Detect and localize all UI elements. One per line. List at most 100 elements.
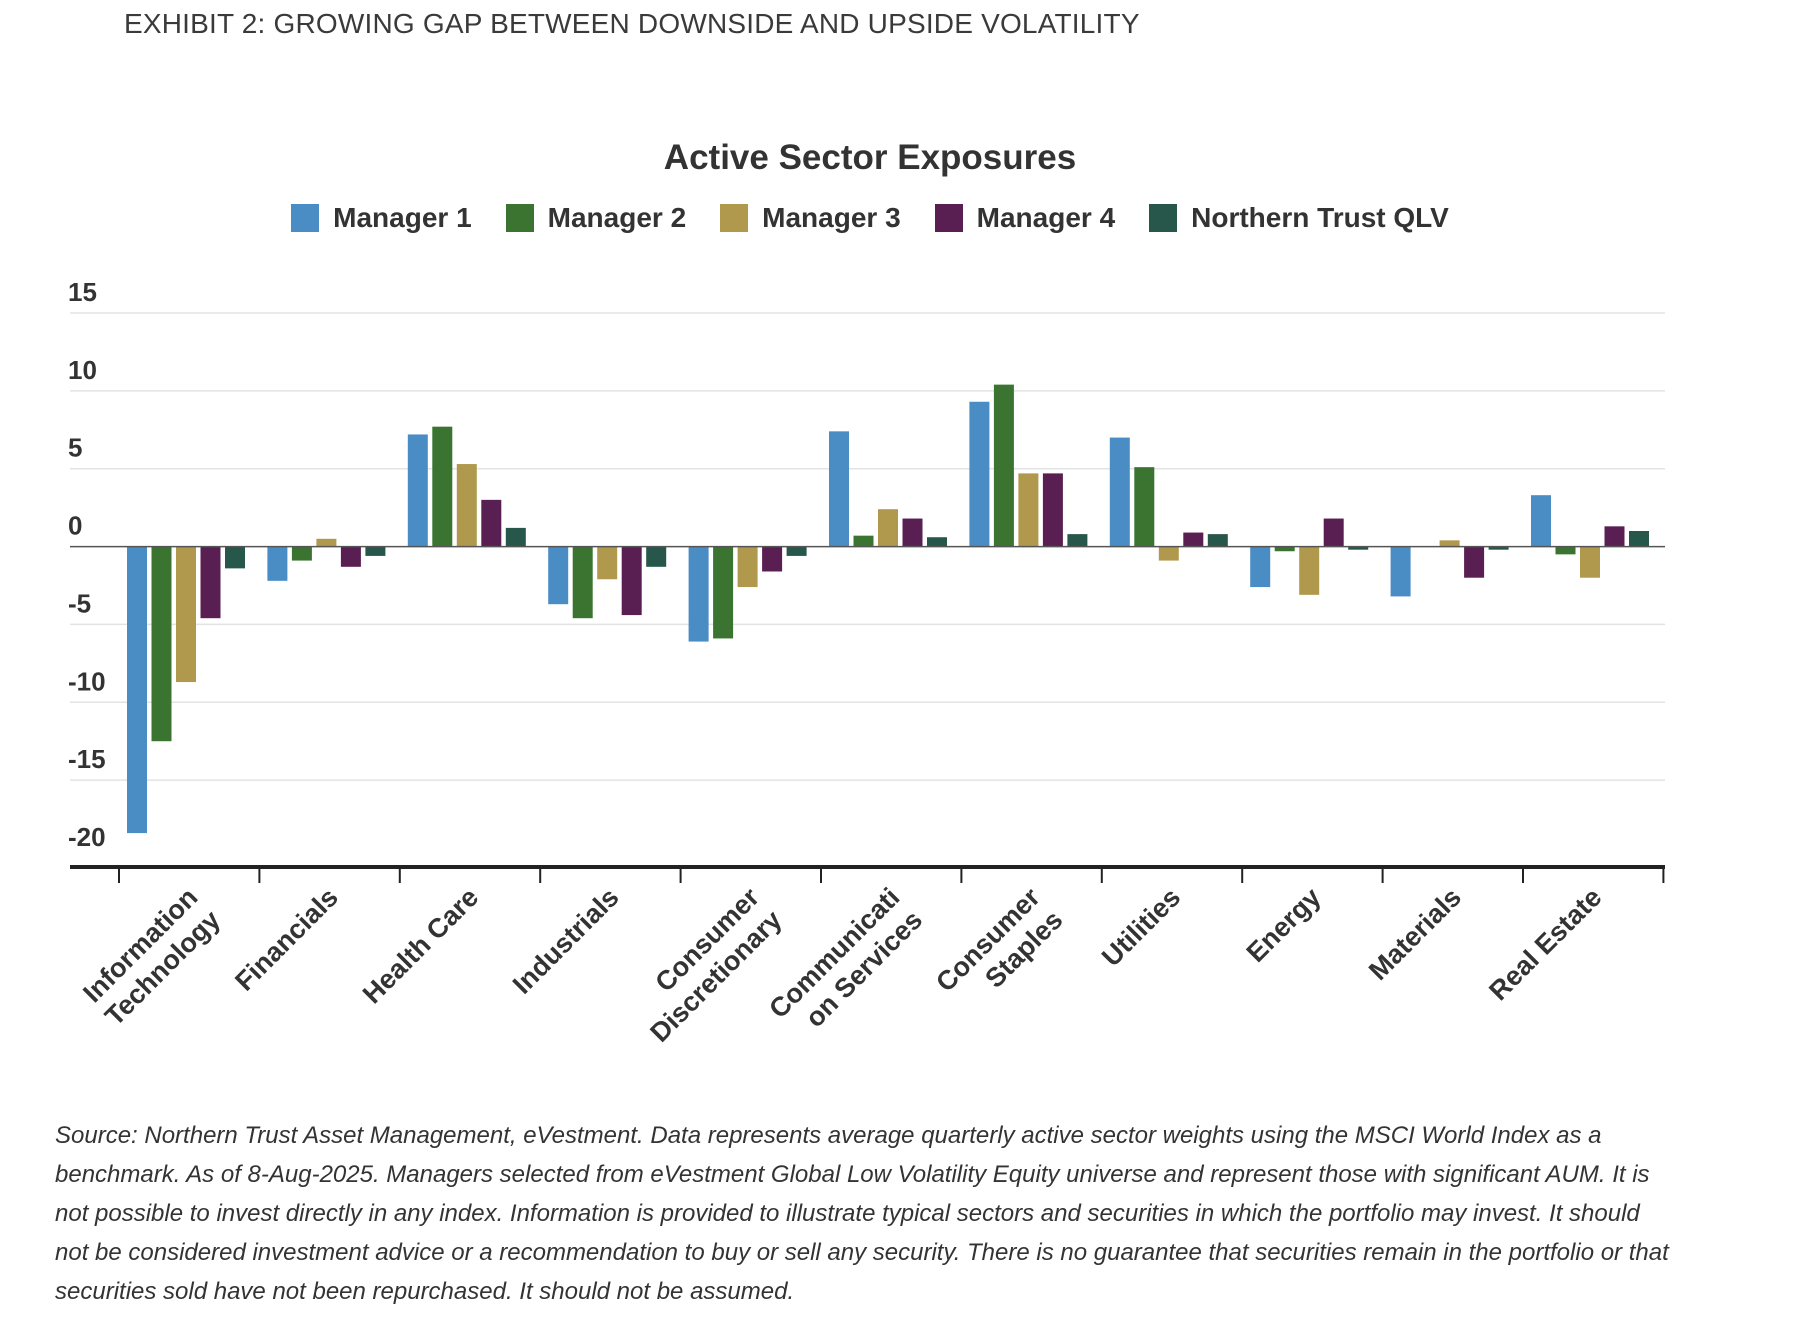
x-tick-label: Real Estate [1483,882,1607,1006]
bar [902,518,923,547]
bar [225,546,245,569]
bar [481,499,502,547]
legend: Manager 1 Manager 2 Manager 3 Manager 4 Nort… [0,202,1740,234]
legend-swatch [291,204,320,232]
bar [1629,531,1649,547]
x-tick-label: ConsumerStaples [930,882,1069,1021]
bar [1067,534,1088,547]
x-tick-label-line: Financials [229,882,344,997]
x-tick-label-line: Health Care [357,882,484,1009]
bar [456,464,477,547]
legend-swatch [934,204,963,232]
bar-chart: 15 10 5 0 -5 -10 -15 -20 InformationTechnology Fi… [68,277,1665,1048]
legend-swatch [720,204,749,232]
legend-label: Manager 2 [547,202,687,233]
bar [713,546,734,639]
x-tick-label: Energy [1241,882,1327,968]
x-tick-label-group: Utilities [1096,882,1186,972]
legend-label: Manager 1 [333,202,472,233]
bar [1042,473,1063,547]
x-tick-label: Financials [229,882,344,997]
x-tick-label-group: Health Care [357,882,484,1009]
x-tick-label-group: Real Estate [1483,882,1607,1006]
bar [340,546,361,567]
bar [1274,546,1295,552]
y-tick-label: -20 [68,822,106,852]
legend-item: Northern Trust QLV [1149,202,1449,234]
x-tick-label-group: Communication Services [763,882,928,1047]
bar [646,546,667,567]
bar [267,546,288,581]
y-tick-label: 10 [68,355,97,385]
bar [1488,546,1509,550]
x-tick-label: Industrials [507,882,625,1000]
bar [786,546,807,556]
legend-swatch [505,204,534,232]
x-tick-label: Communication Services [763,882,928,1047]
legend-item: Manager 3 [720,202,901,234]
legend-item: Manager 2 [505,202,687,234]
bar [1018,473,1039,547]
bar [969,401,990,547]
x-tick-label-line: Materials [1363,882,1467,986]
y-tick-label: 15 [68,277,97,307]
bar [1183,532,1204,547]
x-tick-label-line: Energy [1241,882,1327,968]
bar [432,426,453,547]
y-tick-label: -10 [68,666,106,696]
bar [505,527,526,547]
bar [200,546,221,619]
y-tick-label: 0 [68,511,82,541]
legend-label: Manager 4 [976,202,1116,233]
bar [365,546,386,556]
x-tick-label-line: Utilities [1096,882,1186,972]
bar [927,537,947,547]
bar [407,434,428,547]
bar [1299,546,1320,595]
bar [1134,467,1155,547]
bar [176,546,196,683]
bar [737,546,758,588]
x-tick-label: Health Care [357,882,484,1009]
bar [1390,546,1411,597]
bar [853,535,874,547]
x-tick-label: Materials [1363,882,1467,986]
bar [597,546,618,580]
legend-label: Manager 3 [762,202,901,233]
bar [1109,437,1130,547]
bar [1158,546,1179,561]
bar [548,546,569,605]
bar [1323,518,1344,547]
x-tick-label-group: ConsumerStaples [930,882,1069,1021]
x-tick-label: InformationTechnology [77,882,227,1032]
bar [688,546,709,642]
x-tick-label-group: Financials [229,882,344,997]
bar [316,538,337,547]
legend-label: Northern Trust QLV [1191,202,1449,233]
bar [127,546,147,834]
bar [1464,546,1485,578]
bar [829,431,849,547]
bar [762,546,783,572]
bar [1604,526,1625,547]
source-footnote: Source: Northern Trust Asset Management,… [55,1122,1669,1305]
x-tick-label-group: ConsumerDiscretionary [622,882,788,1048]
exhibit-title: EXHIBIT 2: GROWING GAP BETWEEN DOWNSIDE … [124,8,1140,39]
bar [878,509,898,547]
bar [993,384,1014,547]
y-tick-label: -15 [68,744,106,774]
bar [572,546,593,619]
bar [1531,495,1551,547]
bar [621,546,642,616]
y-tick-label: 5 [68,433,82,463]
x-tick-label-group: Energy [1241,882,1327,968]
bar [1580,546,1600,578]
legend-item: Manager 4 [934,202,1116,234]
x-tick-label-group: Materials [1363,882,1467,986]
bar [1348,546,1369,550]
bar [1439,540,1460,547]
x-tick-label: ConsumerDiscretionary [622,882,788,1048]
x-tick-label: Utilities [1096,882,1186,972]
bar [1250,546,1271,588]
x-tick-label-line: Real Estate [1483,882,1607,1006]
